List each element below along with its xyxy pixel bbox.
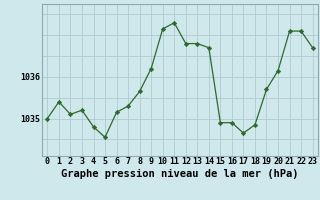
X-axis label: Graphe pression niveau de la mer (hPa): Graphe pression niveau de la mer (hPa) <box>61 169 299 179</box>
